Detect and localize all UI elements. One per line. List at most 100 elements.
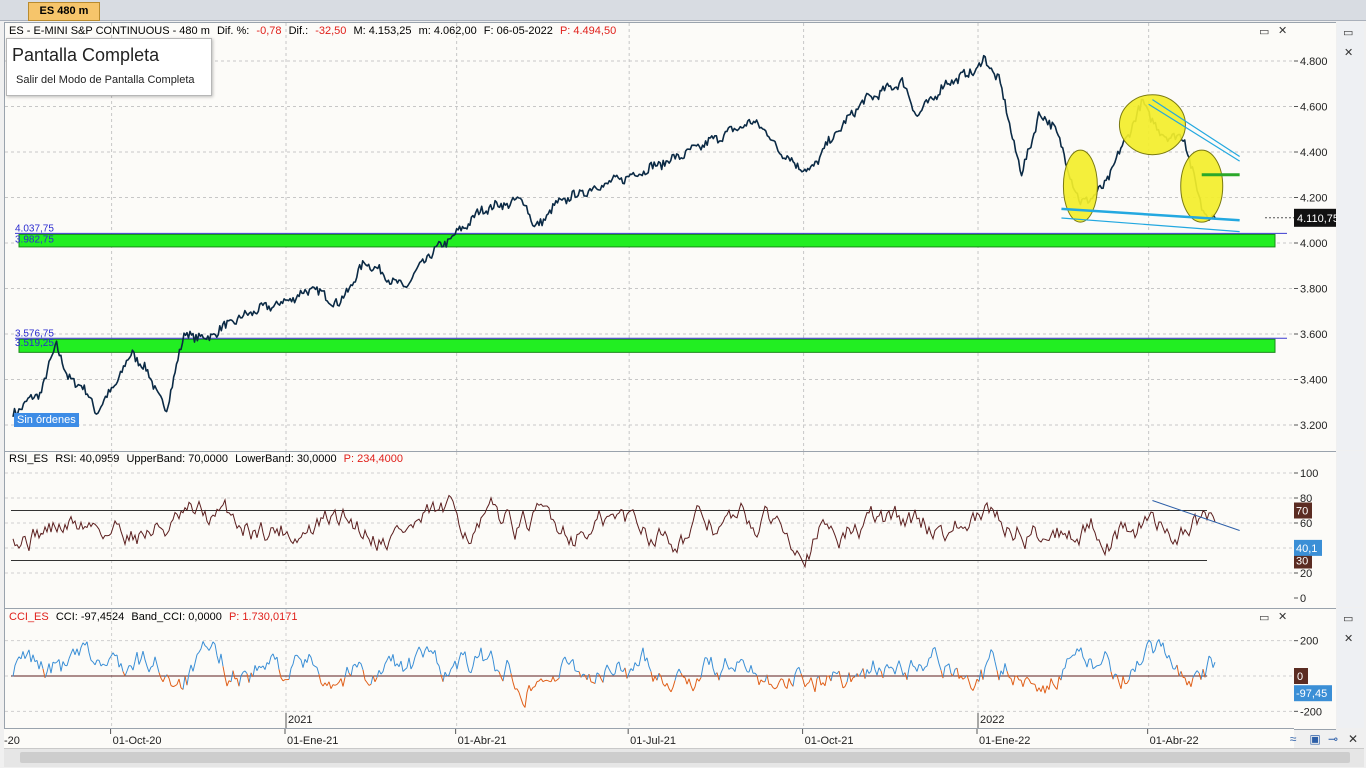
min-value: m: 4.062,00	[418, 25, 477, 37]
close-icon[interactable]: ✕	[1278, 25, 1288, 37]
rsi-value: RSI: 40,0959	[55, 453, 120, 465]
cci-value-box	[1294, 685, 1332, 702]
time-axis-label: 01-Abr-21	[458, 735, 507, 747]
date-value: F: 06-05-2022	[483, 25, 553, 37]
cci-panel[interactable]: CCI_ES CCI: -97,4524 Band_CCI: 0,0000 P:…	[4, 608, 1296, 730]
dif-pct-label: Dif. %:	[216, 25, 250, 37]
fullscreen-title: Pantalla Completa	[12, 45, 160, 65]
cci-axis-label: -200	[1300, 706, 1322, 718]
rsi-lower-label: 30	[1296, 556, 1308, 568]
pin-icon[interactable]: ⊸	[1327, 732, 1339, 746]
zone2-bottom-label: 3.519,25	[15, 338, 54, 349]
side-minimize-icon[interactable]: ▭	[1343, 27, 1354, 39]
cci-minimize-icon[interactable]: ▭	[1259, 612, 1270, 624]
cci-chart: 2021 2022	[5, 609, 1295, 729]
rsi-series-line	[12, 494, 1216, 569]
price-axis-label: 4.000	[1300, 238, 1328, 250]
cci-band: Band_CCI: 0,0000	[131, 611, 222, 623]
dif-label: Dif.:	[288, 25, 309, 37]
support-zone	[18, 338, 1276, 353]
cci-value: CCI: -97,4524	[55, 611, 125, 623]
horizontal-scrollbar[interactable]	[4, 748, 1364, 767]
save-icon[interactable]: ▣	[1309, 732, 1321, 746]
dif-value: -32,50	[315, 25, 347, 37]
rsi-axis-label: 0	[1300, 593, 1306, 605]
cci-axis-svg: -20002000-97,45	[1294, 636, 1332, 718]
price-axis-label: 4.400	[1300, 147, 1328, 159]
fullscreen-popup: Pantalla Completa Salir del Modo de Pant…	[6, 38, 212, 96]
highlight-circle	[1118, 94, 1186, 156]
exit-fullscreen-link[interactable]: Salir del Modo de Pantalla Completa	[16, 74, 195, 86]
dif-pct-value: -0,78	[256, 25, 282, 37]
chart-style-icon[interactable]: ≈	[1289, 732, 1297, 746]
cci-side-minimize-icon[interactable]: ▭	[1343, 613, 1354, 625]
price-axis-label: 4.600	[1300, 102, 1328, 114]
cci-positive-line	[12, 639, 1216, 690]
rsi-upper-label: 70	[1296, 506, 1308, 518]
price-side-toolbar: ▭ ✕	[1337, 22, 1364, 450]
rsi-price: P: 234,4000	[343, 453, 404, 465]
support-zone	[18, 233, 1276, 248]
price-axis-label: 3.800	[1300, 284, 1328, 296]
rsi-value-label: 40,1	[1296, 543, 1317, 555]
close-window-icon[interactable]: ✕	[1347, 732, 1359, 746]
cci-zero-box	[1294, 668, 1308, 684]
time-axis-label: 01-Jul-21	[630, 735, 676, 747]
rsi-panel[interactable]: RSI_ES RSI: 40,0959 UpperBand: 70,0000 L…	[4, 451, 1296, 609]
cci-name: CCI_ES	[9, 611, 49, 623]
rsi-axis-label: 80	[1300, 493, 1312, 505]
cci-close-icon[interactable]: ✕	[1278, 611, 1288, 623]
rsi-axis-svg: 020406080100703040,1	[1294, 468, 1322, 605]
rsi-upper-box	[1294, 502, 1312, 519]
price-axis-label: 3.600	[1300, 329, 1328, 341]
time-axis-label: -20	[4, 735, 20, 747]
cci-side-close-icon[interactable]: ✕	[1344, 633, 1354, 645]
rsi-axis: 020406080100703040,1	[1294, 451, 1336, 609]
rsi-upper: UpperBand: 70,0000	[126, 453, 229, 465]
max-value: M: 4.153,25	[353, 25, 412, 37]
highlight-circle	[1062, 149, 1098, 223]
price-panel[interactable]: ES - E-MINI S&P CONTINUOUS - 480 m Dif. …	[4, 22, 1296, 452]
cci-axis-label: 200	[1300, 636, 1318, 648]
price-axis: 3.200 3.400 3.600 3.800 4.000 4.200 4.400 4.600…	[1294, 22, 1339, 452]
time-axis-label: 01-Oct-20	[113, 735, 162, 747]
price-axis-label: 3.400	[1300, 375, 1328, 387]
scrollbar-thumb[interactable]	[20, 752, 1350, 763]
time-axis-label: 01-Ene-21	[287, 735, 338, 747]
rsi-axis-label: 20	[1300, 568, 1312, 580]
time-axis-label: 01-Ene-22	[979, 735, 1030, 747]
rsi-lower-box	[1294, 552, 1312, 569]
resistance-trendline-2	[1152, 99, 1240, 158]
rsi-chart	[5, 452, 1295, 608]
side-close-icon[interactable]: ✕	[1344, 47, 1354, 59]
rsi-axis-label: 60	[1300, 518, 1312, 530]
price-header: ES - E-MINI S&P CONTINUOUS - 480 m Dif. …	[9, 25, 620, 39]
tab-bar: ES 480 m	[0, 0, 1366, 21]
minimize-icon[interactable]: ▭	[1259, 26, 1270, 38]
current-price-box	[1294, 208, 1336, 227]
rsi-axis-label: 100	[1300, 468, 1318, 480]
rsi-name: RSI_ES	[9, 453, 49, 465]
price-axis-label: 4.800	[1300, 56, 1328, 68]
cci-header: CCI_ES CCI: -97,4524 Band_CCI: 0,0000 P:…	[9, 611, 301, 625]
cci-side-toolbar: ▭ ✕	[1337, 608, 1364, 728]
zone1-top-label: 4.037,75	[15, 223, 54, 234]
support-trendline	[1061, 207, 1240, 222]
time-axis-svg: -20 01-Oct-20 01-Ene-21 01-Abr-21 01-Jul-21 0…	[4, 729, 1199, 747]
time-axis: -20 01-Oct-20 01-Ene-21 01-Abr-21 01-Jul-21 0…	[4, 728, 1294, 749]
resistance-trendline	[1148, 103, 1240, 162]
price-axis-label: 4.200	[1300, 193, 1328, 205]
current-price-label: 4.110,75	[1297, 213, 1339, 225]
zone2-top-label: 3.576,75	[15, 328, 54, 339]
cci-zero-label: 0	[1297, 671, 1303, 683]
price-axis-label: 3.200	[1300, 420, 1328, 432]
zone1-bottom-label: 3.982,75	[15, 235, 54, 246]
year-marker-label: 2021	[288, 714, 312, 726]
orders-badge[interactable]: Sin órdenes	[14, 413, 79, 427]
chart-tab[interactable]: ES 480 m	[28, 2, 100, 21]
year-marker-label: 2022	[980, 714, 1004, 726]
cci-axis: -20002000-97,45	[1294, 608, 1336, 730]
highlight-circle	[1180, 149, 1224, 223]
price-axis-svg: 3.200 3.400 3.600 3.800 4.000 4.200 4.400 4.600…	[1294, 56, 1339, 432]
cci-value-label: -97,45	[1296, 688, 1327, 700]
